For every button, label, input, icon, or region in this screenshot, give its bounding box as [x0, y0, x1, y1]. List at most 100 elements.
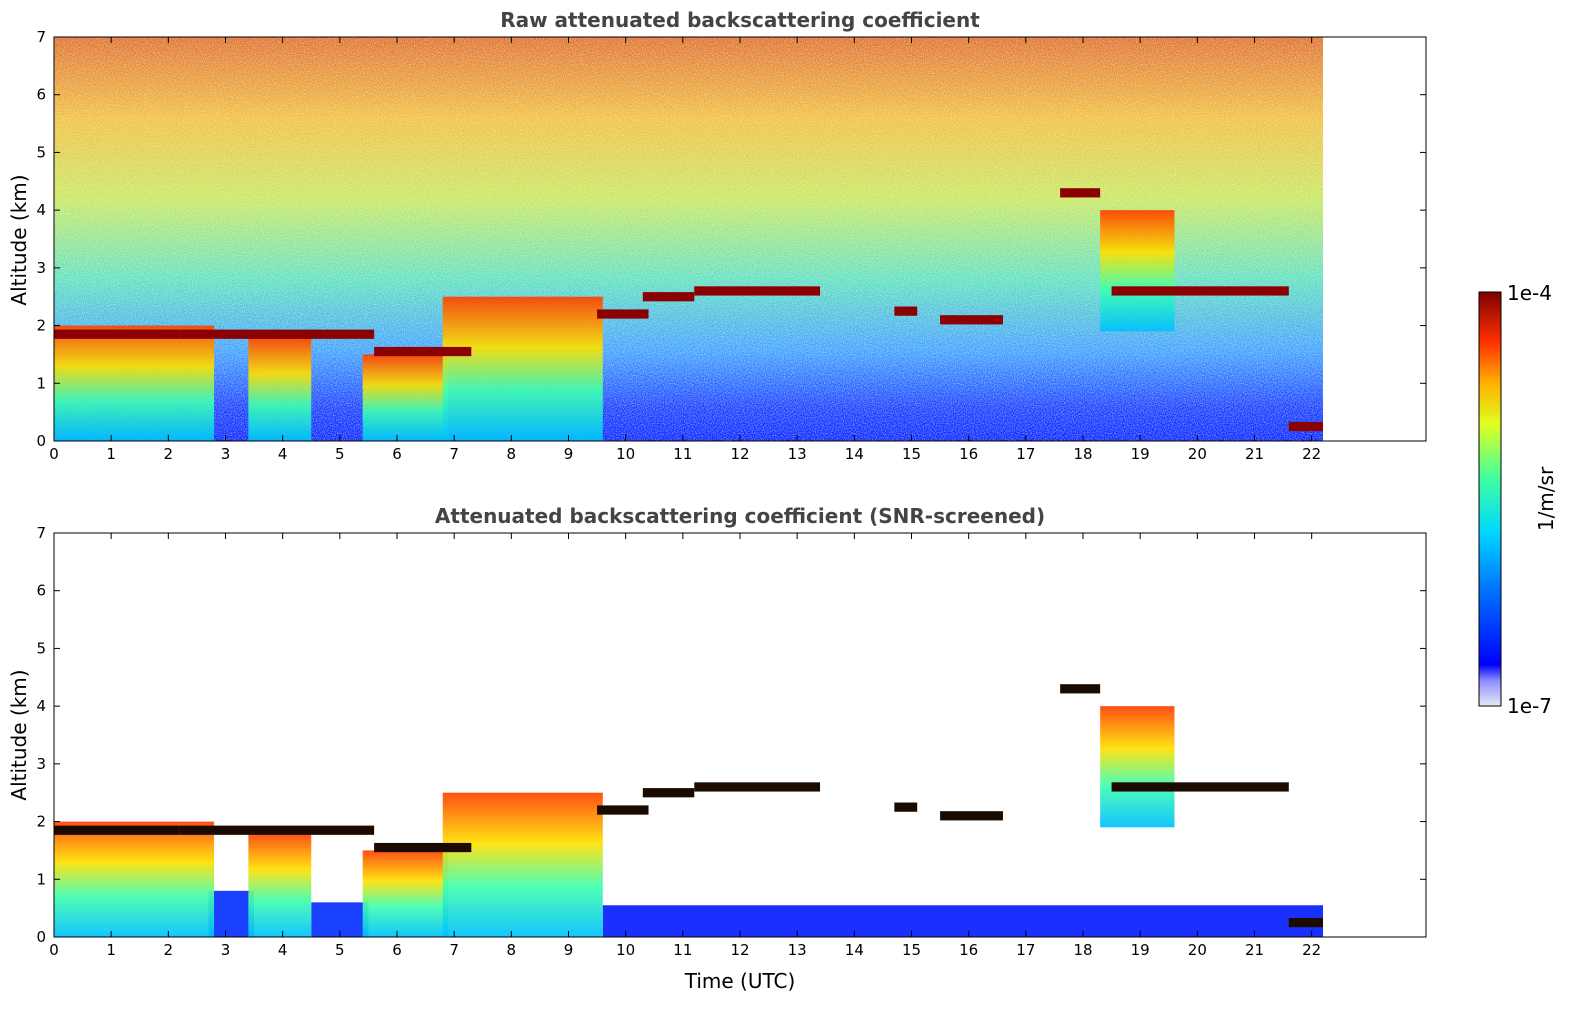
aerosol-plume — [442, 792, 603, 937]
top-panel-title: Raw attenuated backscattering coefficien… — [500, 8, 980, 32]
cloud-layer — [694, 782, 821, 792]
cloud-layer — [1060, 188, 1101, 198]
x-tick-label: 10 — [616, 445, 635, 463]
cloud-layer — [642, 292, 695, 302]
aerosol-plume — [362, 850, 449, 937]
cloud-layer — [642, 788, 695, 798]
y-tick-label: 2 — [36, 813, 46, 831]
x-tick-label: 9 — [564, 445, 574, 463]
cloud-layer — [694, 286, 821, 296]
x-tick-label: 7 — [449, 445, 459, 463]
x-tick-label: 22 — [1302, 445, 1321, 463]
top-plot-area: 0 1 2 3 4 5 6 7 8 9 10 11 12 13 14 15 16 17 18 19 20 21 220123… — [36, 28, 1427, 463]
x-tick-label: 20 — [1188, 445, 1207, 463]
x-tick-label: 0 — [49, 445, 59, 463]
screened-boundary-layer — [602, 905, 1324, 937]
x-tick-label: 1 — [106, 445, 116, 463]
x-tick-label: 10 — [616, 941, 635, 959]
x-tick-label: 11 — [673, 445, 692, 463]
x-tick-label: 16 — [959, 445, 978, 463]
y-tick-label: 6 — [36, 86, 46, 104]
x-tick-label: 19 — [1131, 941, 1150, 959]
x-tick-label: 22 — [1302, 941, 1321, 959]
top-y-axis-label: Altitude (km) — [7, 174, 31, 305]
y-tick-label: 6 — [36, 582, 46, 600]
x-tick-label: 4 — [278, 941, 288, 959]
y-tick-label: 7 — [36, 524, 46, 542]
colorbar-unit-label: 1/m/sr — [1534, 466, 1558, 531]
y-tick-label: 0 — [36, 928, 46, 946]
cloud-layer — [374, 842, 472, 853]
aerosol-plume — [1100, 706, 1175, 828]
aerosol-plume — [54, 821, 215, 937]
x-tick-label: 9 — [564, 941, 574, 959]
x-tick-label: 7 — [449, 941, 459, 959]
x-tick-label: 17 — [1016, 941, 1035, 959]
y-tick-label: 3 — [36, 259, 46, 277]
x-tick-label: 14 — [845, 445, 864, 463]
x-tick-label: 5 — [335, 941, 345, 959]
colorbar-gradient — [1478, 291, 1502, 707]
y-tick-label: 4 — [36, 201, 46, 219]
colorbar-max-label: 1e-4 — [1507, 281, 1552, 305]
cloud-layer — [54, 825, 180, 835]
cloud-layer — [54, 329, 180, 339]
y-tick-label: 0 — [36, 432, 46, 450]
aerosol-plume — [248, 337, 312, 441]
x-tick-label: 8 — [507, 941, 517, 959]
x-tick-label: 1 — [106, 941, 116, 959]
x-tick-label: 15 — [902, 941, 921, 959]
x-tick-label: 20 — [1188, 941, 1207, 959]
x-tick-label: 2 — [164, 941, 174, 959]
x-tick-label: 21 — [1245, 445, 1264, 463]
x-tick-label: 0 — [49, 941, 59, 959]
bottom-plot-area: 0 1 2 3 4 5 6 7 8 9 10 11 12 13 14 15 16 17 18 19 20 21 220123… — [36, 524, 1427, 959]
cloud-layer — [940, 811, 1003, 821]
x-tick-label: 18 — [1073, 941, 1092, 959]
y-tick-label: 7 — [36, 28, 46, 46]
x-tick-label: 17 — [1016, 445, 1035, 463]
x-tick-label: 14 — [845, 941, 864, 959]
x-tick-label: 4 — [278, 445, 288, 463]
cloud-layer — [894, 306, 918, 316]
aerosol-plume — [1100, 210, 1175, 332]
colorbar: 1e-4 1e-7 1/m/sr — [1478, 281, 1558, 718]
y-tick-label: 4 — [36, 697, 46, 715]
y-tick-label: 2 — [36, 317, 46, 335]
cloud-layer — [1288, 917, 1324, 928]
cloud-layer — [179, 825, 375, 835]
x-tick-label: 13 — [788, 941, 807, 959]
x-tick-label: 16 — [959, 941, 978, 959]
x-tick-label: 18 — [1073, 445, 1092, 463]
cloud-layer — [597, 805, 649, 815]
cloud-layer — [1060, 684, 1101, 694]
y-tick-label: 3 — [36, 755, 46, 773]
x-tick-label: 3 — [221, 941, 231, 959]
aerosol-plume — [248, 833, 312, 937]
bottom-panel-title: Attenuated backscattering coefficient (S… — [435, 504, 1045, 528]
y-tick-label: 5 — [36, 143, 46, 161]
x-tick-label: 2 — [164, 445, 174, 463]
cloud-layer — [894, 802, 918, 812]
cloud-layer — [1288, 421, 1324, 432]
x-tick-label: 12 — [730, 445, 749, 463]
panel-top: Raw attenuated backscattering coefficien… — [7, 8, 1427, 463]
x-tick-label: 15 — [902, 445, 921, 463]
x-axis-label: Time (UTC) — [684, 969, 796, 993]
x-tick-label: 11 — [673, 941, 692, 959]
cloud-layer — [1111, 782, 1289, 792]
cloud-layer — [1111, 286, 1289, 296]
x-tick-label: 6 — [392, 445, 402, 463]
x-tick-label: 19 — [1131, 445, 1150, 463]
x-tick-label: 3 — [221, 445, 231, 463]
y-tick-label: 5 — [36, 639, 46, 657]
cloud-layer — [597, 309, 649, 319]
x-tick-label: 12 — [730, 941, 749, 959]
screened-boundary-layer — [208, 890, 255, 937]
backscatter-field — [54, 684, 1324, 937]
aerosol-plume — [54, 325, 215, 441]
aerosol-plume — [442, 296, 603, 441]
backscatter-field — [54, 37, 1324, 441]
aerosol-plume — [362, 354, 449, 441]
